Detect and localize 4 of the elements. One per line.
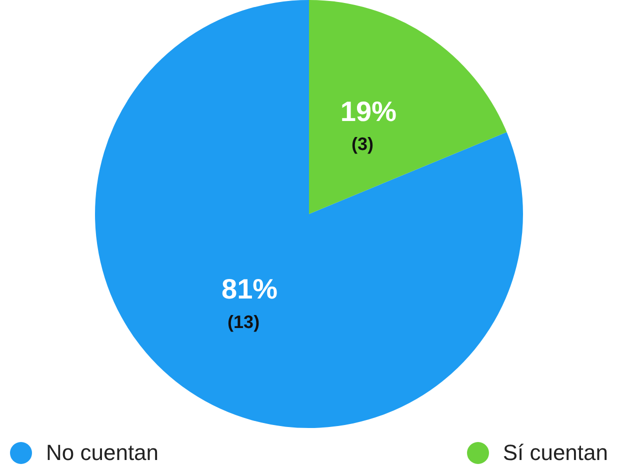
legend-label: Sí cuentan: [502, 440, 608, 466]
legend-label: No cuentan: [46, 440, 159, 466]
data-label: 19% (3): [340, 96, 397, 154]
data-label: 81% (13): [222, 274, 278, 332]
